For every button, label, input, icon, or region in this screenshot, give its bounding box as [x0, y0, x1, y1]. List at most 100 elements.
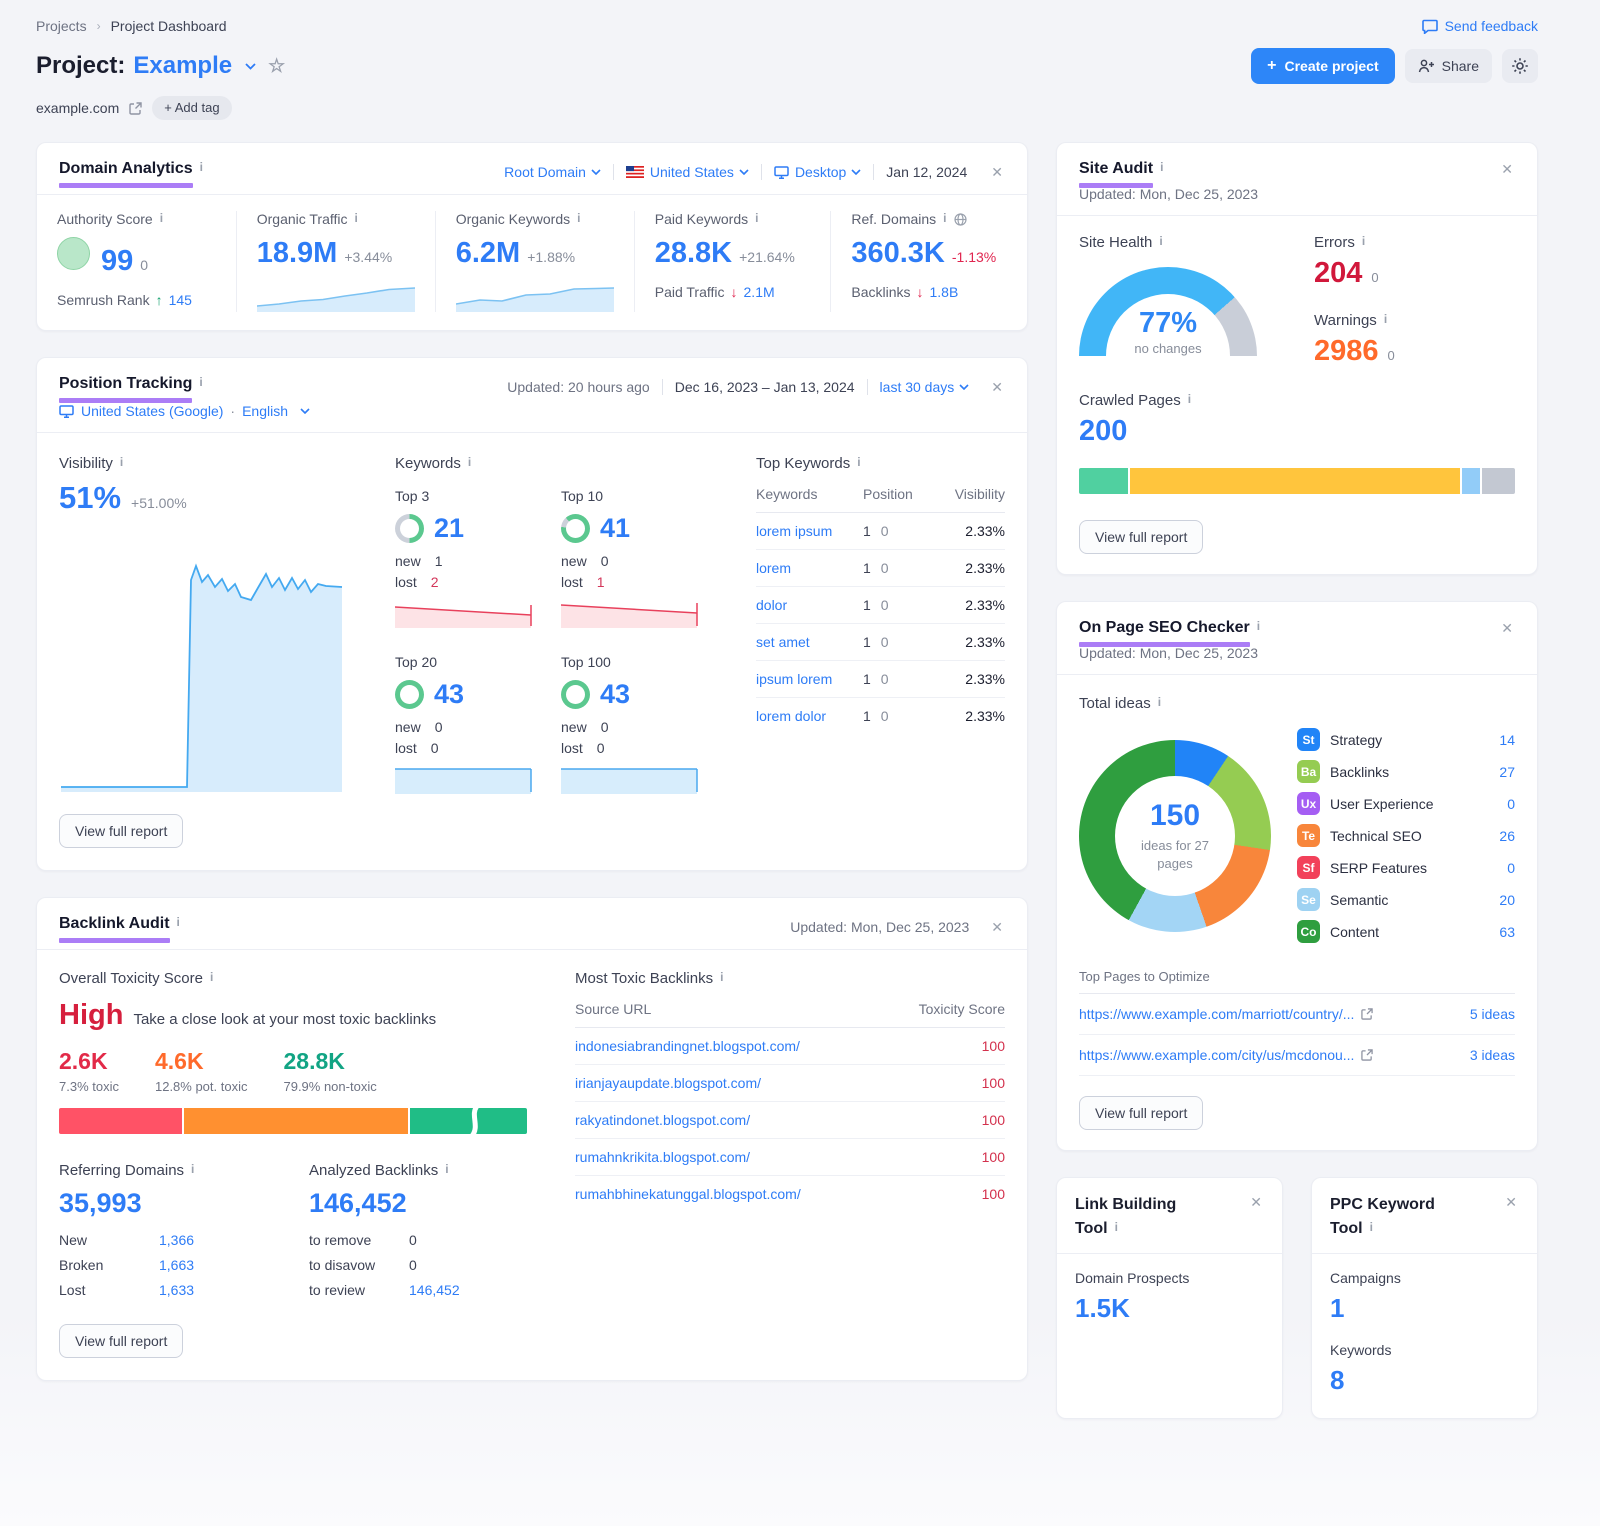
project-name-dropdown[interactable]: Example	[133, 52, 233, 79]
backlink-url-link[interactable]: rumahbhinekatunggal.blogspot.com/	[575, 1186, 801, 1202]
info-icon[interactable]	[857, 455, 860, 469]
ideas-legend: St Strategy 14 Ba Backlinks 27 Ux User Experi…	[1297, 728, 1515, 943]
info-icon[interactable]	[1257, 619, 1260, 633]
backlink-url-link[interactable]: irianjayaupdate.blogspot.com/	[575, 1075, 762, 1091]
keyword-link[interactable]: lorem	[756, 560, 792, 576]
info-icon[interactable]	[177, 915, 180, 929]
analyzed-backlinks-value[interactable]: 146,452	[309, 1188, 407, 1218]
info-icon[interactable]	[199, 375, 202, 389]
person-plus-icon	[1418, 59, 1434, 73]
device-dropdown[interactable]: Desktop	[760, 164, 873, 180]
ideas-count-link[interactable]: 3 ideas	[1469, 1047, 1515, 1063]
keyword-link[interactable]: ipsum lorem	[756, 671, 833, 687]
info-icon[interactable]	[1115, 1218, 1118, 1236]
external-link-icon[interactable]	[1361, 1049, 1374, 1061]
authority-score-metric: Authority Score 99 0 Semrush Rank ↑ 145	[37, 211, 236, 312]
info-icon[interactable]	[943, 211, 946, 225]
info-icon[interactable]	[191, 1162, 194, 1176]
info-icon[interactable]	[1362, 234, 1365, 248]
info-icon[interactable]	[160, 211, 163, 225]
create-project-button[interactable]: Create project	[1251, 48, 1395, 84]
external-link-icon[interactable]	[1361, 1008, 1374, 1020]
keyword-link[interactable]: lorem dolor	[756, 708, 827, 724]
info-icon[interactable]	[1384, 312, 1387, 326]
ideas-count-link[interactable]: 5 ideas	[1469, 1006, 1515, 1022]
settings-button[interactable]	[1502, 49, 1538, 83]
updated-label: Updated: Mon, Dec 25, 2023	[1079, 186, 1259, 202]
chevron-down-icon[interactable]	[245, 62, 256, 70]
close-icon[interactable]	[1499, 160, 1515, 178]
page-url-link[interactable]: https://www.example.com/city/us/mcdonou.…	[1079, 1047, 1355, 1063]
view-full-report-button[interactable]: View full report	[59, 1324, 184, 1358]
organic-traffic-sparkline	[256, 287, 415, 312]
info-icon[interactable]	[1158, 695, 1161, 709]
desktop-icon	[59, 404, 74, 418]
info-icon[interactable]	[1159, 234, 1162, 248]
close-icon[interactable]	[989, 918, 1005, 936]
info-icon[interactable]	[468, 455, 471, 469]
backlinks-badge-icon: Ba	[1297, 760, 1320, 783]
keyword-link[interactable]: lorem ipsum	[756, 523, 833, 539]
seo-checker-title: On Page SEO Checker	[1079, 619, 1250, 647]
backlink-url-link[interactable]: rumahnkrikita.blogspot.com/	[575, 1149, 751, 1165]
keyword-link[interactable]: set amet	[756, 634, 810, 650]
organic-keywords-metric: Organic Keywords 6.2M +1.88%	[434, 211, 634, 312]
location-language-dropdown[interactable]: United States (Google) · English	[59, 403, 310, 419]
info-icon[interactable]	[210, 970, 213, 984]
desktop-icon	[774, 165, 789, 179]
view-full-report-button[interactable]: View full report	[1079, 1096, 1204, 1130]
close-icon[interactable]	[989, 378, 1005, 396]
crawled-pages-value[interactable]: 200	[1079, 415, 1128, 447]
info-icon[interactable]	[1370, 1218, 1373, 1236]
info-icon[interactable]	[120, 455, 123, 469]
campaigns-value[interactable]: 1	[1330, 1293, 1345, 1323]
strategy-badge-icon: St	[1297, 728, 1320, 751]
table-row: lorem dolor 1 0 2.33%	[756, 708, 1005, 724]
info-icon[interactable]	[577, 211, 580, 225]
project-label: Project:	[36, 52, 126, 79]
close-icon[interactable]	[989, 163, 1005, 181]
domain-prospects-value[interactable]: 1.5K	[1075, 1293, 1130, 1323]
chevron-down-icon	[959, 384, 969, 390]
top20-trend-chart	[395, 768, 532, 794]
info-icon[interactable]	[1188, 392, 1191, 406]
breadcrumb-projects[interactable]: Projects	[36, 18, 87, 34]
table-row: rumahbhinekatunggal.blogspot.com/100	[575, 1186, 1005, 1202]
backlinks-value[interactable]: 1.8B	[929, 284, 959, 300]
view-full-report-button[interactable]: View full report	[1079, 520, 1204, 554]
share-button[interactable]: Share	[1404, 49, 1492, 83]
keywords-count-value[interactable]: 8	[1330, 1365, 1345, 1395]
updated-label: Updated: Mon, Dec 25, 2023	[1079, 645, 1259, 661]
referring-domains-value[interactable]: 35,993	[59, 1188, 142, 1218]
view-full-report-button[interactable]: View full report	[59, 814, 184, 848]
semrush-rank-value[interactable]: 145	[168, 292, 192, 308]
range-dropdown[interactable]: last 30 days	[866, 379, 982, 395]
info-icon[interactable]	[720, 970, 723, 984]
country-dropdown[interactable]: United States	[612, 164, 761, 180]
info-icon[interactable]	[355, 211, 358, 225]
table-row: rakyatindonet.blogspot.com/100	[575, 1102, 1005, 1139]
close-icon[interactable]	[1503, 1193, 1519, 1241]
table-row: lorem ipsum 1 0 2.33%	[756, 513, 1005, 550]
info-icon[interactable]	[445, 1162, 448, 1176]
paid-traffic-value[interactable]: 2.1M	[743, 284, 775, 300]
info-icon[interactable]	[755, 211, 758, 225]
close-icon[interactable]	[1248, 1193, 1264, 1241]
link-building-tool-widget: Link Building Tool Domain Prospects 1.5K	[1056, 1177, 1283, 1419]
speech-bubble-icon	[1421, 19, 1438, 34]
warnings-value[interactable]: 2986	[1314, 335, 1379, 367]
scope-dropdown[interactable]: Root Domain	[492, 164, 613, 180]
backlink-url-link[interactable]: rakyatindonet.blogspot.com/	[575, 1112, 751, 1128]
favorite-star-icon[interactable]: ☆	[268, 55, 286, 77]
send-feedback-link[interactable]: Send feedback	[1421, 14, 1538, 34]
keyword-link[interactable]: dolor	[756, 597, 788, 613]
external-link-icon[interactable]	[129, 101, 142, 115]
position-tracking-widget: Position Tracking United States (Google)…	[36, 357, 1028, 871]
errors-value[interactable]: 204	[1314, 257, 1363, 289]
info-icon[interactable]	[200, 160, 203, 174]
info-icon[interactable]	[1160, 160, 1163, 174]
backlink-url-link[interactable]: indonesiabrandingnet.blogspot.com/	[575, 1038, 800, 1054]
add-tag-button[interactable]: Add tag	[152, 96, 232, 120]
page-url-link[interactable]: https://www.example.com/marriott/country…	[1079, 1006, 1355, 1022]
close-icon[interactable]	[1499, 619, 1515, 637]
